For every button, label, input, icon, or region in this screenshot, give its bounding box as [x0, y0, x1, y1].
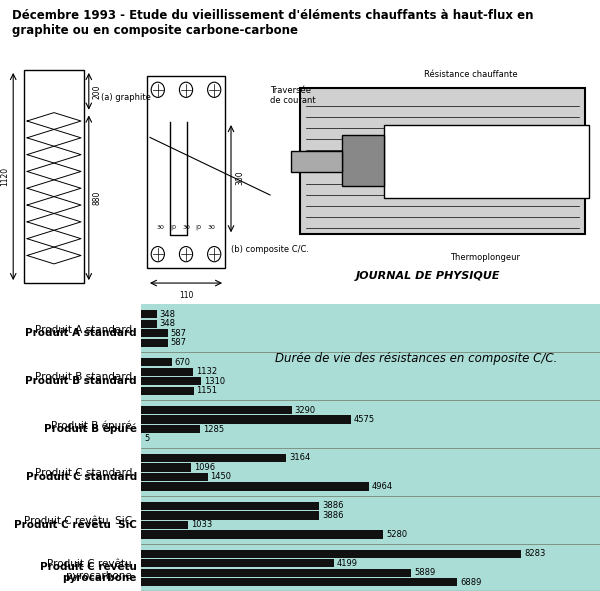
Bar — [141, 320, 157, 328]
Bar — [141, 425, 200, 433]
Text: 30: 30 — [156, 225, 164, 230]
Bar — [141, 406, 292, 414]
Text: 1096: 1096 — [194, 463, 215, 472]
Text: 3886: 3886 — [322, 511, 344, 520]
Bar — [141, 415, 351, 424]
Bar — [141, 463, 191, 472]
Text: Produit A standard: Produit A standard — [25, 328, 137, 338]
Text: 3164: 3164 — [289, 453, 310, 462]
Text: 3290: 3290 — [295, 405, 316, 414]
Text: 200: 200 — [93, 84, 102, 99]
Text: |0: |0 — [170, 225, 176, 230]
Bar — [141, 310, 157, 319]
Text: 110: 110 — [179, 291, 193, 300]
Text: 4575: 4575 — [354, 415, 375, 424]
Text: 348: 348 — [160, 319, 176, 328]
Bar — [141, 387, 194, 395]
Text: 587: 587 — [170, 338, 187, 348]
Text: 5: 5 — [144, 434, 149, 443]
Text: 3886: 3886 — [322, 501, 344, 511]
Bar — [24, 70, 84, 283]
Text: 880: 880 — [93, 191, 102, 205]
Text: Produit C revêtu  SiC: Produit C revêtu SiC — [14, 519, 137, 530]
Text: Produit B épuré: Produit B épuré — [44, 424, 137, 434]
Text: 5889: 5889 — [414, 569, 436, 577]
Text: 1033: 1033 — [191, 521, 212, 530]
Text: Thermoplongeur: Thermoplongeur — [450, 252, 520, 262]
Bar — [141, 521, 188, 529]
Bar — [141, 473, 208, 481]
Bar — [291, 151, 342, 171]
Bar — [141, 569, 412, 577]
Text: Décembre 1993 - Etude du vieillissement d'éléments chauffants à haut-flux en
gra: Décembre 1993 - Etude du vieillissement … — [12, 9, 533, 37]
Bar — [384, 125, 589, 198]
Text: Produit B standard: Produit B standard — [25, 376, 137, 386]
Text: 4199: 4199 — [337, 558, 358, 568]
Text: 6889: 6889 — [460, 578, 481, 587]
Text: 1151: 1151 — [197, 386, 218, 395]
Bar — [141, 454, 286, 462]
Bar — [141, 482, 369, 491]
Bar — [141, 329, 168, 337]
Bar — [141, 377, 201, 385]
Text: 5280: 5280 — [386, 530, 407, 539]
Text: 587: 587 — [170, 329, 187, 338]
Bar — [141, 511, 319, 519]
Text: Durée de vie des résistances en composite C/C.: Durée de vie des résistances en composit… — [275, 352, 557, 365]
Text: JOURNAL DE PHYSIQUE: JOURNAL DE PHYSIQUE — [356, 271, 500, 281]
Bar — [141, 530, 383, 538]
Text: 1310: 1310 — [204, 376, 225, 386]
Text: 1450: 1450 — [211, 472, 232, 482]
Text: 30: 30 — [207, 225, 215, 230]
Text: 1132: 1132 — [196, 367, 217, 376]
Text: 1120: 1120 — [0, 167, 10, 186]
Text: |0: |0 — [195, 225, 201, 230]
Text: 4964: 4964 — [371, 482, 393, 491]
Text: 30: 30 — [182, 225, 190, 230]
Text: Produit C standard: Produit C standard — [26, 472, 137, 482]
Bar — [300, 88, 585, 235]
Text: (b) composite C/C.: (b) composite C/C. — [231, 245, 309, 254]
Bar — [141, 578, 457, 586]
Bar — [141, 358, 172, 366]
Bar — [147, 76, 225, 268]
Text: 1285: 1285 — [203, 424, 224, 434]
Text: 670: 670 — [175, 358, 191, 366]
Bar — [141, 550, 521, 558]
Text: 300: 300 — [235, 170, 245, 185]
Text: Produit C revêtu
pyrocarbone: Produit C revêtu pyrocarbone — [40, 562, 137, 583]
Bar — [342, 135, 384, 186]
Bar — [141, 339, 168, 347]
Bar — [141, 368, 193, 376]
Text: Résistance chauffante: Résistance chauffante — [424, 70, 518, 79]
Text: (a) graphite: (a) graphite — [101, 93, 151, 102]
Bar — [141, 559, 334, 567]
Text: 348: 348 — [160, 310, 176, 319]
Text: 8283: 8283 — [524, 549, 545, 558]
Text: Traversée
de courant: Traversée de courant — [270, 86, 316, 105]
Bar — [141, 502, 319, 510]
